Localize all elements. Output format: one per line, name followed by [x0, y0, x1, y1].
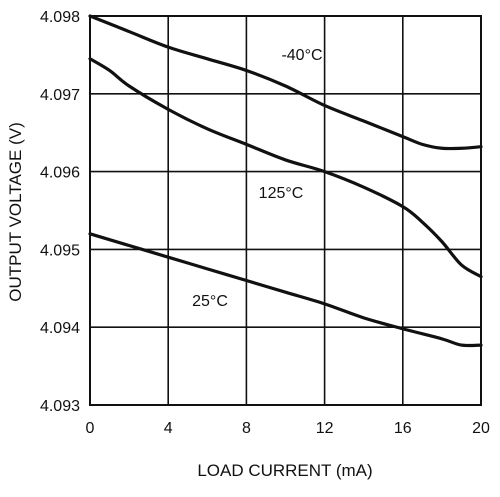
y-tick-label: 4.093 [40, 398, 80, 415]
series-line [88, 232, 483, 348]
series-annotation: -40°C [281, 47, 322, 64]
series-annotation: 25°C [192, 293, 228, 310]
x-tick-label: 4 [164, 420, 173, 437]
y-tick-label: 4.094 [40, 320, 80, 337]
y-tick-label: 4.096 [40, 165, 80, 182]
x-tick-label: 20 [472, 420, 490, 437]
y-tick-label: 4.098 [40, 9, 80, 26]
grid [89, 15, 482, 406]
y-tick-label: 4.095 [40, 242, 80, 259]
x-tick-labels: 0 4 8 12 16 20 [86, 420, 490, 437]
y-tick-label: 4.097 [40, 87, 80, 104]
y-tick-labels: 4.093 4.094 4.095 4.096 4.097 4.098 [40, 9, 80, 415]
curve-annotations: -40°C 125°C 25°C [192, 47, 322, 310]
x-tick-label: 12 [316, 420, 334, 437]
x-tick-label: 16 [394, 420, 412, 437]
plot-frame [89, 15, 482, 406]
x-tick-label: 0 [86, 420, 95, 437]
series-line [88, 14, 483, 151]
series-line [88, 57, 483, 279]
series-annotation: 125°C [259, 185, 304, 202]
x-axis-label: LOAD CURRENT (mA) [197, 461, 372, 480]
series-lines [88, 14, 483, 348]
x-tick-label: 8 [242, 420, 251, 437]
y-axis-label: OUTPUT VOLTAGE (V) [6, 122, 25, 301]
